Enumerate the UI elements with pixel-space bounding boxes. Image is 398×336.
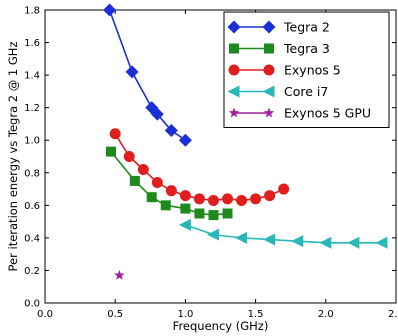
y-tick-label: 1.4 <box>24 71 40 82</box>
data-point <box>375 236 388 249</box>
data-point <box>178 218 191 231</box>
legend-entry: Exynos 5 <box>228 63 341 78</box>
data-point <box>319 236 332 249</box>
data-point <box>291 235 304 248</box>
series-tegra-2 <box>103 3 192 147</box>
y-tick-label: 0.2 <box>24 266 40 277</box>
legend-marker <box>262 85 275 98</box>
y-tick-label: 1.2 <box>24 103 40 114</box>
data-point <box>160 200 171 211</box>
y-tick-label: 1.8 <box>24 6 40 17</box>
data-point <box>178 133 192 147</box>
legend-entry: Exynos 5 GPU <box>228 106 371 121</box>
legend-label: Tegra 2 <box>283 20 330 35</box>
x-tick-label: 1.0 <box>177 309 193 320</box>
data-point <box>146 192 157 203</box>
data-point <box>164 123 178 137</box>
y-tick-label: 0.6 <box>24 201 40 212</box>
x-tick-label: 0.0 <box>37 309 53 320</box>
legend-marker <box>262 20 276 34</box>
data-point <box>264 190 276 202</box>
legend-marker <box>263 64 275 76</box>
legend-label: Core i7 <box>284 84 328 99</box>
series-tegra-3 <box>105 146 233 221</box>
legend-marker <box>227 20 241 34</box>
data-point <box>263 233 276 246</box>
data-point <box>137 164 149 176</box>
legend-marker <box>228 64 240 76</box>
legend-label: Exynos 5 GPU <box>284 106 371 121</box>
y-tick-label: 1.0 <box>24 136 40 147</box>
data-point <box>165 185 177 197</box>
data-point <box>123 151 135 162</box>
series-exynos-5-gpu <box>114 269 125 280</box>
series-core-i7 <box>178 218 388 249</box>
data-point <box>235 231 248 244</box>
y-tick-label: 1.6 <box>24 38 40 49</box>
data-point <box>105 146 116 157</box>
legend-marker <box>227 85 240 98</box>
data-point <box>114 269 125 280</box>
data-point <box>194 208 205 219</box>
x-tick-label: 0.5 <box>107 309 123 320</box>
legend-entry: Tegra 2 <box>227 20 330 35</box>
data-point <box>278 183 290 195</box>
data-point <box>208 210 219 221</box>
x-axis-title: Frequency (GHz) <box>173 319 269 333</box>
data-point <box>206 228 219 241</box>
y-axis-title: Per iteration energy vs Tegra 2 @ 1 GHz <box>6 42 20 272</box>
legend-marker <box>229 43 239 54</box>
data-point <box>109 128 121 140</box>
legend-label: Exynos 5 <box>284 63 341 78</box>
legend-marker <box>264 43 274 54</box>
data-point <box>222 193 234 205</box>
data-point <box>347 236 360 249</box>
data-point <box>222 208 233 219</box>
plot-frame <box>44 9 397 304</box>
legend-entry: Core i7 <box>227 84 328 99</box>
legend-marker <box>228 107 240 118</box>
series-line <box>108 9 186 141</box>
data-point <box>125 65 139 79</box>
data-point <box>250 193 262 205</box>
x-tick-label: 2.5 <box>388 309 398 320</box>
legend-label: Tegra 3 <box>283 41 330 56</box>
legend-marker <box>263 107 275 118</box>
y-tick-label: 0.4 <box>24 233 40 244</box>
data-point <box>179 190 191 202</box>
data-point <box>103 3 117 17</box>
y-tick-label: 0.0 <box>24 299 40 310</box>
data-point <box>129 175 140 186</box>
y-tick-label: 0.8 <box>24 168 40 179</box>
x-tick-label: 1.5 <box>248 309 264 320</box>
data-point <box>193 193 205 205</box>
series-exynos-5 <box>109 128 290 206</box>
legend-entry: Tegra 3 <box>229 41 330 56</box>
data-point <box>150 107 164 121</box>
data-point <box>180 203 191 214</box>
x-tick-label: 2.0 <box>318 309 334 320</box>
data-point <box>151 177 163 189</box>
data-point <box>207 194 219 206</box>
data-point <box>236 194 248 206</box>
